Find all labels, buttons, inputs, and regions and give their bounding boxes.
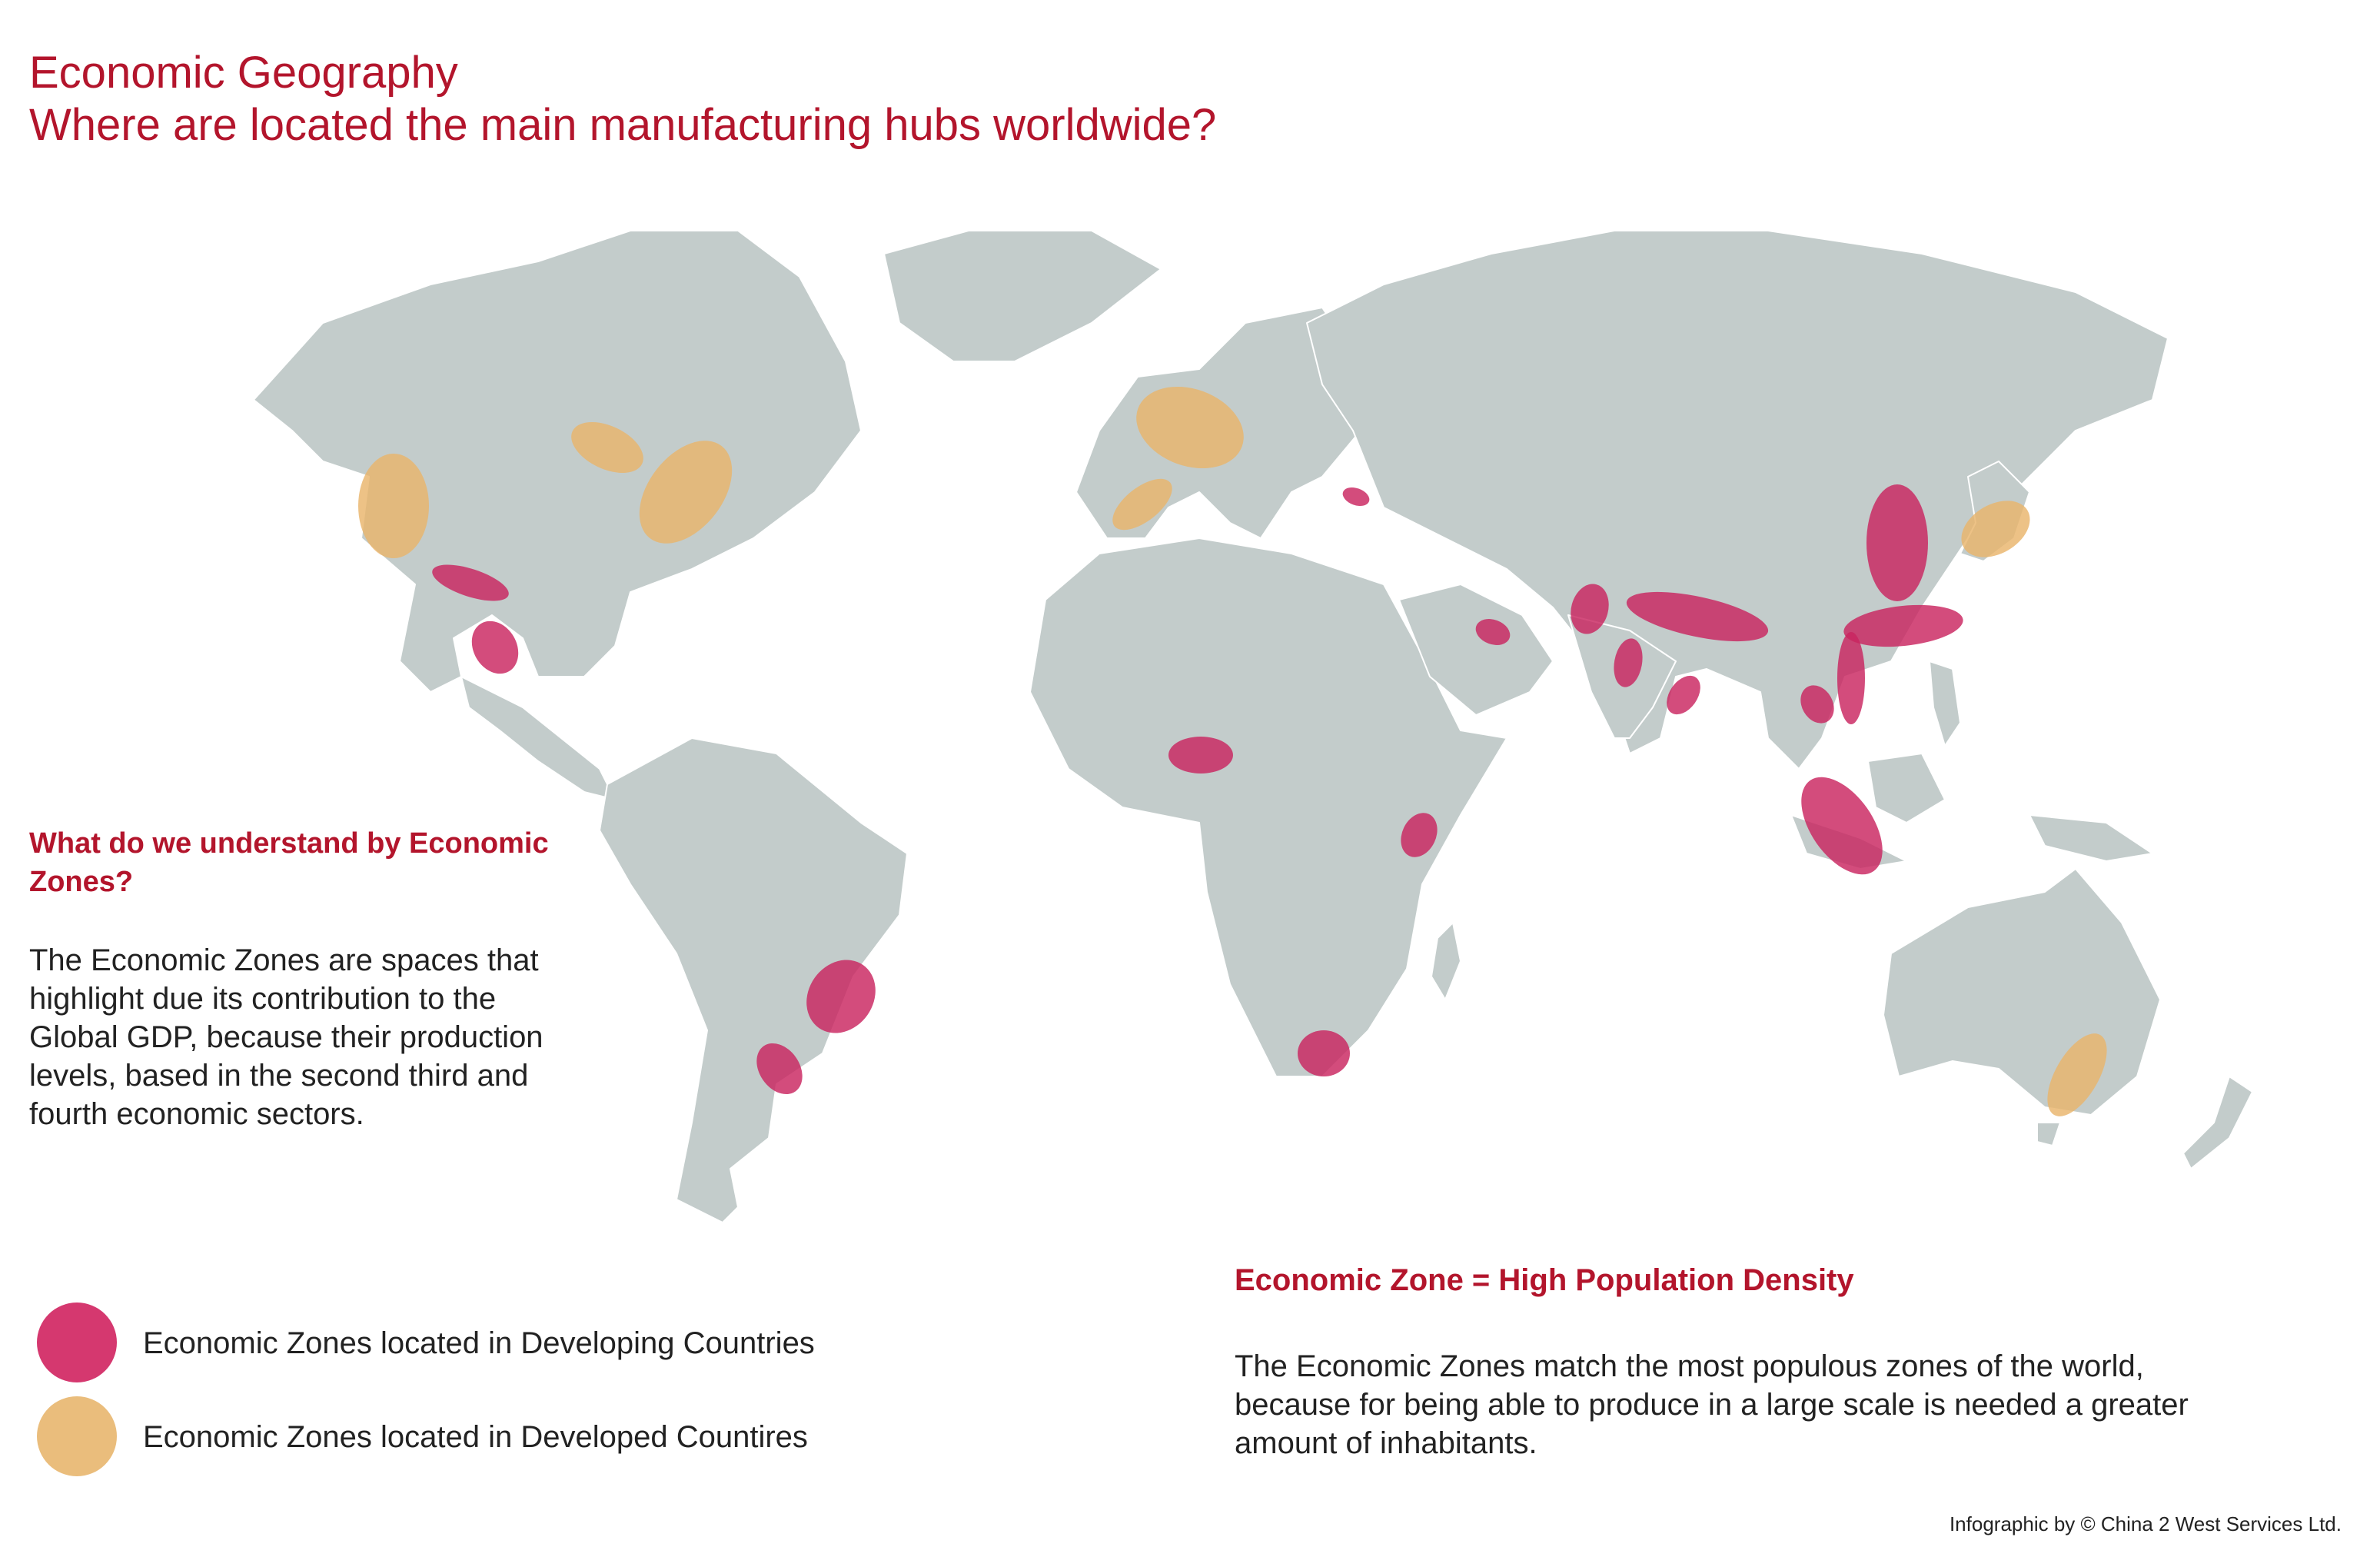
zone-malaysia-indonesia <box>1801 777 1883 875</box>
zone-northern-mexico <box>432 564 509 601</box>
zone-north-india <box>1626 591 1769 642</box>
developed-zones <box>358 386 2107 1116</box>
zone-japan <box>1961 501 2030 557</box>
zone-south-india <box>1667 675 1700 715</box>
zone-nigeria <box>1168 737 1233 774</box>
legend-label-developing: Economic Zones located in Developing Cou… <box>143 1326 815 1360</box>
land-masses <box>253 230 2253 1223</box>
zone-east-africa <box>1401 813 1438 857</box>
north-america-land <box>253 230 862 693</box>
zone-south-china <box>1843 604 1963 647</box>
south-america-land <box>599 737 908 1223</box>
zone-sao-paulo <box>806 960 876 1033</box>
zone-east-china <box>1866 484 1928 601</box>
philippines-land <box>1929 660 1961 747</box>
credit-line: Infographic by © China 2 West Services L… <box>1949 1512 2342 1535</box>
zone-west-india <box>1614 638 1643 687</box>
population-density-heading: Economic Zone = High Population Density <box>1235 1263 1854 1297</box>
zone-west-coast-usa <box>358 454 429 558</box>
australia-land <box>1883 868 2161 1116</box>
new-zealand-land <box>2182 1076 2253 1169</box>
zone-thailand <box>1800 685 1834 724</box>
developing-swatch-icon <box>37 1303 117 1382</box>
zone-central-mexico <box>471 620 519 674</box>
economic-zones-question-heading: What do we understand by Economic Zones? <box>29 827 549 898</box>
zone-southeast-australia <box>2047 1033 2107 1116</box>
page-subtitle: Where are located the main manufacturing… <box>29 100 1217 150</box>
population-density-text: The Economic Zones match the most populo… <box>1235 1349 2189 1460</box>
economic-zones-definition: The Economic Zones are spaces that highl… <box>29 943 543 1131</box>
zone-us-east-coast <box>639 441 733 544</box>
zone-istanbul <box>1342 487 1370 507</box>
legend-label-developed: Economic Zones located in Developed Coun… <box>143 1420 808 1454</box>
madagascar-land <box>1431 922 1461 1000</box>
zone-south-africa <box>1298 1030 1350 1076</box>
zone-western-europe <box>1136 386 1244 469</box>
zone-spain <box>1112 478 1172 531</box>
arabia-land <box>1398 584 1554 716</box>
africa-land <box>1029 537 1507 1077</box>
zone-vietnam <box>1837 632 1865 724</box>
central-america-land <box>460 676 616 800</box>
page-title: Economic Geography <box>29 48 458 98</box>
developing-zones <box>432 484 1963 1095</box>
borneo-land <box>1867 753 1946 823</box>
zone-pakistan <box>1571 584 1609 634</box>
zone-gulf <box>1475 619 1511 645</box>
zone-buenos-aires <box>756 1043 803 1095</box>
tasmania-land <box>2036 1122 2061 1146</box>
greenland-land <box>883 230 1162 362</box>
zone-great-lakes <box>571 421 643 474</box>
new-guinea-land <box>2029 814 2153 862</box>
asia-land <box>1306 230 2169 770</box>
developed-swatch-icon <box>37 1396 117 1476</box>
